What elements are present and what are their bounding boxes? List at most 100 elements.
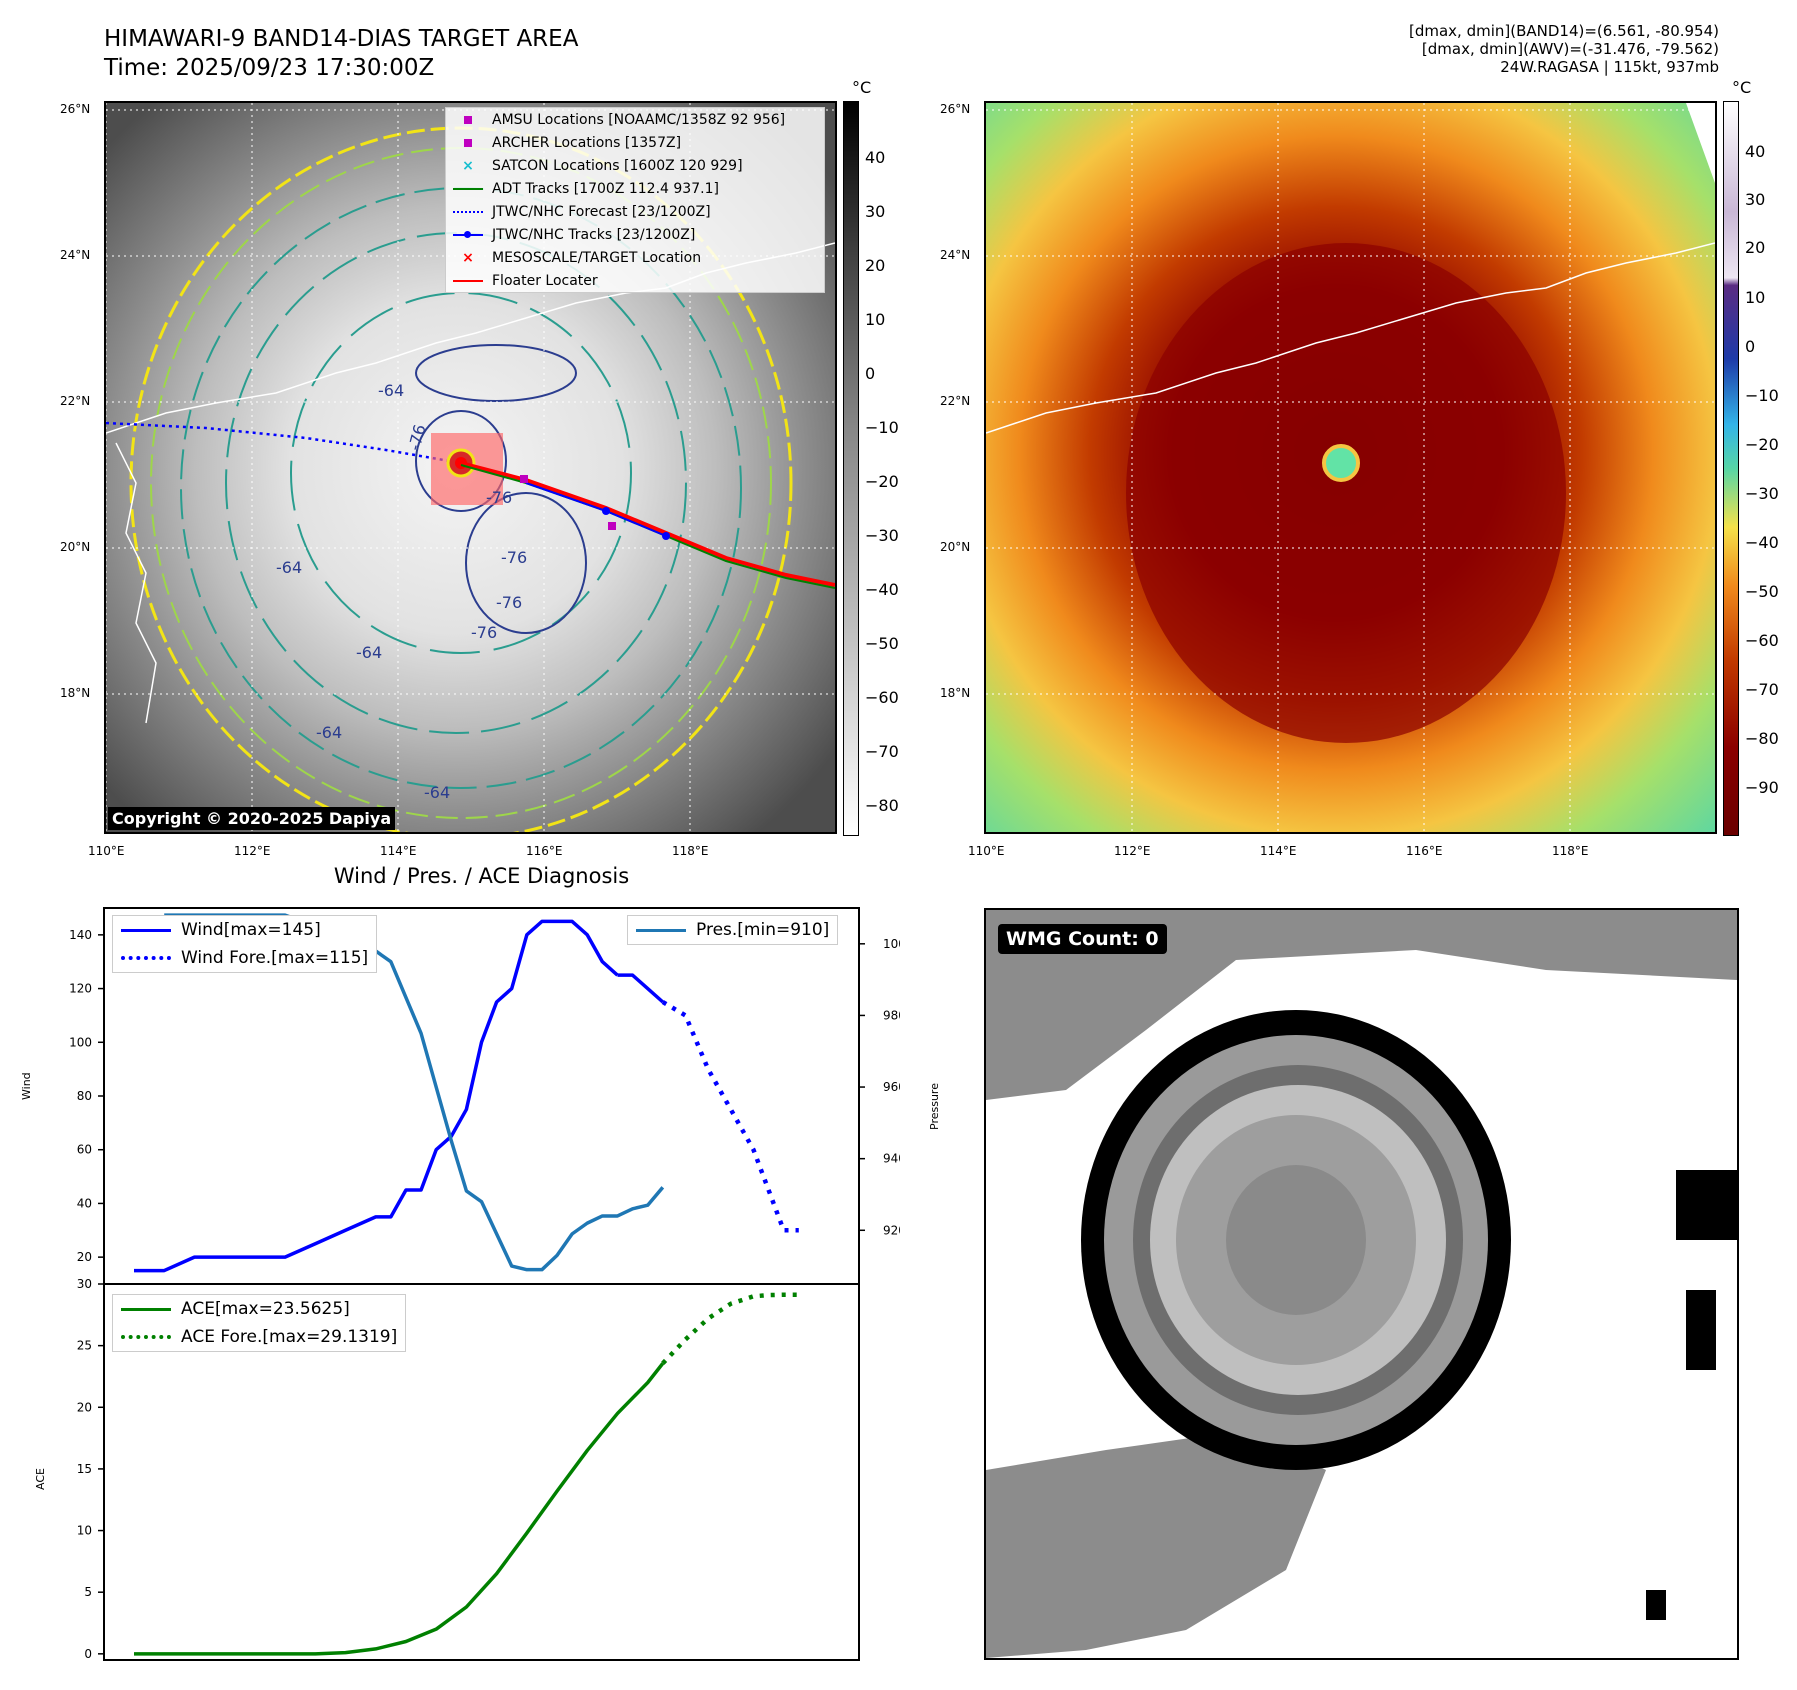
legend-archer: ARCHER Locations [1357Z] [446, 131, 824, 154]
contour-navy-south [465, 492, 587, 634]
colorbar-tick: −80 [1745, 729, 1779, 748]
pressure-legend: Pres.[min=910] [627, 915, 839, 945]
lon-tick: 118°E [1552, 844, 1589, 858]
contour-label: -64 [316, 723, 343, 742]
meta-awv: [dmax, dmin](AWV)=(-31.476, -79.562) [1421, 40, 1719, 58]
wmg-panel: WMG Count: 0 [984, 908, 1739, 1660]
contour-label: -64 [378, 381, 405, 400]
wmg-image [986, 910, 1737, 1658]
contour-label: -76 [501, 548, 528, 567]
ace-legend: ACE[max=23.5625] ACE Fore.[max=29.1319] [112, 1294, 407, 1352]
no-data-corner [1686, 103, 1715, 183]
colorbar-tick: −70 [1745, 680, 1779, 699]
map-grid [986, 103, 1715, 832]
ace-tick-label: 5 [84, 1585, 92, 1599]
awv-map-panel [984, 101, 1717, 834]
legend-ace-fore: ACE Fore.[max=29.1319] [113, 1323, 405, 1351]
legend-adt: ADT Tracks [1700Z 112.4 937.1] [446, 177, 824, 200]
colorbar-tick: −80 [865, 796, 899, 815]
x-marker-icon: × [462, 249, 474, 266]
dotted-line-icon [121, 1335, 171, 1339]
gray-region-top [986, 910, 1737, 1100]
legend-wind-fore: Wind Fore.[max=115] [113, 944, 376, 972]
colorbar-tick: −70 [865, 742, 899, 761]
ace-tick-label: 20 [77, 1400, 92, 1414]
wind-tick-label: 140 [69, 928, 92, 942]
ace-lines [134, 1292, 799, 1656]
lon-tick: 114°E [1260, 844, 1297, 858]
ace-tick-label: 0 [84, 1647, 92, 1661]
pressure-tick-label: 920 [883, 1223, 900, 1237]
colorbar-unit: °C [852, 78, 872, 97]
pressure-tick-label: 980 [883, 1008, 900, 1022]
archer-marker [520, 475, 528, 483]
colorbar-tick: 40 [865, 148, 886, 167]
legend-floater: Floater Locater [446, 269, 824, 292]
dotted-line-icon [452, 210, 484, 213]
ace-tick-label: 25 [77, 1339, 92, 1353]
wind-ticks: 20 40 60 80 100 120 140 [69, 928, 104, 1264]
contour-label: -76 [496, 593, 523, 612]
colorbar-tick: −10 [865, 418, 899, 437]
ace-ticks: 0 5 10 15 20 25 30 [77, 1277, 104, 1661]
lat-tick: 26°N [60, 102, 91, 116]
lat-tick: 20°N [60, 540, 91, 554]
pressure-tick-label: 960 [883, 1080, 900, 1094]
legend-jtwc-forecast: JTWC/NHC Forecast [23/1200Z] [446, 200, 824, 223]
colorbar-tick: −10 [1745, 386, 1779, 405]
ace-line [134, 1362, 665, 1656]
colorbar-tick: −60 [865, 688, 899, 707]
pressure-ylabel: Pressure [928, 1083, 941, 1130]
x-marker-icon: × [462, 157, 474, 174]
wind-tick-label: 80 [77, 1089, 92, 1103]
colorbar-tick: −20 [1745, 435, 1779, 454]
contour-navy-north [415, 344, 577, 402]
wind-ylabel: Wind [20, 1072, 33, 1100]
meta-band14: [dmax, dmin](BAND14)=(6.561, -80.954) [1408, 22, 1719, 40]
lon-tick: 112°E [234, 844, 271, 858]
colorbar-tick: −90 [1745, 778, 1779, 797]
diagnosis-charts: 20 40 60 80 100 120 140 920 940 960 980 1000 0 5 10 1… [69, 907, 900, 1661]
colorbar-tick: −20 [865, 472, 899, 491]
colorbar-tick: −40 [865, 580, 899, 599]
contour-label: -64 [424, 783, 451, 802]
wind-forecast-line [661, 1000, 799, 1233]
legend-mesoscale: × MESOSCALE/TARGET Location [446, 246, 824, 269]
dotted-line-icon [121, 956, 171, 960]
black-patch [1686, 1290, 1716, 1370]
wmg-eye-core [1226, 1165, 1366, 1315]
amsu-marker [608, 522, 616, 530]
colorbar-tick: 30 [1745, 190, 1766, 209]
jtwc-track-point [662, 532, 670, 540]
contour-label: -64 [276, 558, 303, 577]
ace-tick-label: 10 [77, 1524, 92, 1538]
legend-jtwc-tracks: JTWC/NHC Tracks [23/1200Z] [446, 223, 824, 246]
line-dot-icon [452, 230, 484, 238]
colorbar-tick: 40 [1745, 142, 1766, 161]
figure-meta: [dmax, dmin](BAND14)=(6.561, -80.954) [d… [1409, 22, 1719, 76]
colorbar-tick: 30 [865, 202, 886, 221]
square-marker-icon [452, 138, 484, 147]
lat-tick: 24°N [940, 248, 971, 262]
figure-time: Time: 2025/09/23 17:30:00Z [104, 55, 435, 81]
lon-tick: 118°E [672, 844, 709, 858]
solid-line-icon [452, 279, 484, 282]
wind-tick-label: 120 [69, 982, 92, 996]
ir-colorbar [843, 101, 859, 836]
contour-label: -76 [471, 623, 498, 642]
coastline [986, 242, 1715, 434]
wind-tick-label: 100 [69, 1035, 92, 1049]
ace-tick-label: 30 [77, 1277, 92, 1291]
lat-tick: 22°N [60, 394, 91, 408]
colorbar-tick: −30 [1745, 484, 1779, 503]
colorbar-unit: °C [1732, 78, 1752, 97]
ace-tick-label: 15 [77, 1462, 92, 1476]
diagnosis-title: Wind / Pres. / ACE Diagnosis [333, 864, 630, 888]
ace-forecast-line [661, 1292, 799, 1365]
contour-teal-inner [290, 292, 632, 654]
wind-tick-label: 40 [77, 1196, 92, 1210]
cold-cloud-shield [1126, 243, 1566, 743]
colorbar-tick: 0 [1745, 337, 1756, 356]
copyright-badge: Copyright © 2020-2025 Dapiya [108, 807, 396, 830]
contour-label: -64 [356, 643, 383, 662]
